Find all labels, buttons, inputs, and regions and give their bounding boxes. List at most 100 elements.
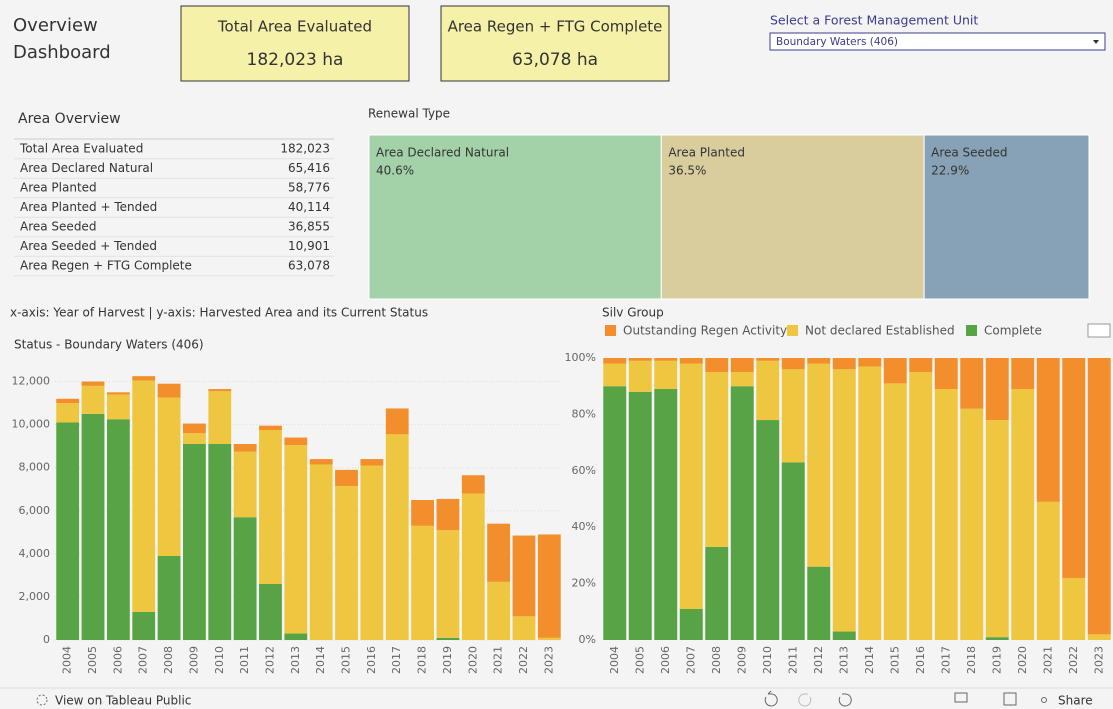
- cell-value: 40.6%: [376, 164, 414, 178]
- x-tick-label: 2010: [761, 646, 774, 674]
- row-value: 10,901: [288, 239, 330, 253]
- filter-dropdown[interactable]: [769, 32, 1106, 51]
- bar-segment: [411, 500, 434, 526]
- x-tick-label: 2006: [111, 646, 124, 674]
- x-tick-label: 2009: [187, 646, 200, 674]
- x-tick-label: 2005: [633, 646, 646, 674]
- legend-label: Complete: [984, 324, 1042, 338]
- bar-segment: [284, 633, 308, 640]
- bar-segment: [487, 523, 511, 582]
- treemap-cell: [923, 134, 1090, 300]
- cell-label: Area Declared Natural: [376, 146, 509, 160]
- bar-segment: [781, 369, 805, 463]
- bar-segment: [233, 451, 257, 518]
- bar-segment: [284, 445, 308, 634]
- chart-title: Renewal Type: [368, 107, 450, 121]
- bar-segment: [603, 358, 627, 364]
- bar-segment: [385, 408, 409, 435]
- y-tick-label: 60%: [572, 464, 596, 477]
- bar-segment: [960, 408, 984, 640]
- bar-segment: [1087, 634, 1111, 640]
- bar-segment: [132, 380, 156, 612]
- bar-segment: [81, 413, 105, 640]
- row-label: Area Declared Natural: [20, 161, 153, 175]
- bar-segment: [858, 366, 882, 640]
- y-tick-label: 12,000: [12, 375, 51, 388]
- bar-segment: [1062, 577, 1086, 640]
- x-tick-label: 2009: [735, 646, 748, 674]
- row-label: Area Seeded: [20, 220, 96, 234]
- bar-segment: [309, 464, 333, 640]
- x-tick-label: 2014: [314, 646, 327, 674]
- bar-segment: [628, 360, 652, 392]
- row-label: Area Regen + FTG Complete: [20, 259, 192, 273]
- bar-segment: [461, 493, 485, 640]
- y-tick-label: 8,000: [19, 461, 51, 474]
- bar-segment: [1011, 389, 1035, 640]
- x-tick-label: 2018: [416, 646, 429, 674]
- bar-segment: [284, 437, 308, 446]
- y-tick-label: 0%: [579, 633, 596, 646]
- dashboard-title: Overview: [13, 15, 98, 36]
- row-value: 182,023: [280, 142, 330, 156]
- bar-segment: [157, 556, 181, 640]
- x-tick-label: 2015: [888, 646, 901, 674]
- bar-segment: [807, 566, 831, 640]
- bar-segment: [183, 444, 206, 640]
- x-tick-label: 2015: [340, 646, 353, 674]
- row-value: 36,855: [288, 220, 330, 234]
- revert-icon[interactable]: [838, 693, 852, 707]
- row-value: 40,114: [288, 200, 330, 214]
- toolbar: View on Tableau Public Share: [0, 687, 1113, 708]
- fullscreen-icon[interactable]: [1003, 692, 1017, 706]
- bar-segment: [781, 462, 805, 640]
- row-value: 58,776: [288, 181, 330, 195]
- bar-segment: [1087, 358, 1111, 635]
- bar-segment: [259, 430, 282, 584]
- undo-icon[interactable]: [764, 690, 778, 707]
- x-tick-label: 2022: [1067, 646, 1080, 674]
- y-tick-label: 100%: [565, 351, 596, 364]
- x-tick-label: 2010: [213, 646, 226, 674]
- cell-label: Area Seeded: [931, 146, 1007, 160]
- row-label: Area Planted: [20, 181, 97, 195]
- kpi-value: 182,023 ha: [247, 50, 344, 70]
- bar-segment: [106, 419, 130, 640]
- bar-segment: [537, 534, 561, 638]
- legend-swatch: [966, 325, 977, 336]
- share-button[interactable]: Share: [1058, 694, 1093, 708]
- y-tick-label: 0: [43, 633, 50, 646]
- bar-segment: [436, 530, 460, 638]
- bar-segment: [132, 612, 156, 640]
- bar-segment: [1062, 358, 1086, 578]
- bar-segment: [756, 360, 780, 421]
- x-tick-label: 2023: [542, 646, 555, 674]
- x-tick-label: 2008: [710, 646, 723, 674]
- share-icon[interactable]: [1041, 697, 1047, 703]
- x-tick-label: 2017: [390, 646, 403, 674]
- bar-segment: [81, 381, 105, 386]
- bar-segment: [183, 433, 206, 444]
- toolbar-link[interactable]: View on Tableau Public: [55, 694, 191, 708]
- dashboard-title: Dashboard: [13, 42, 111, 63]
- kpi-label: Area Regen + FTG Complete: [448, 18, 663, 36]
- bar-segment: [934, 389, 958, 640]
- bar-segment: [56, 398, 80, 404]
- bar-segment: [705, 358, 729, 373]
- bar-segment: [730, 358, 754, 373]
- y-tick-label: 10,000: [12, 418, 51, 431]
- x-tick-label: 2021: [492, 646, 505, 674]
- row-label: Area Seeded + Tended: [20, 239, 157, 253]
- cell-value: 36.5%: [668, 164, 706, 178]
- bar-segment: [654, 358, 678, 361]
- legend-swatch: [605, 325, 616, 336]
- bar-segment: [335, 486, 358, 640]
- x-tick-label: 2019: [441, 646, 454, 674]
- bar-segment: [679, 363, 703, 609]
- bar-segment: [309, 459, 333, 465]
- device-icon[interactable]: [954, 692, 968, 703]
- x-tick-label: 2016: [914, 646, 927, 674]
- legend-scroll[interactable]: [1087, 323, 1111, 338]
- y-tick-label: 20%: [572, 577, 596, 590]
